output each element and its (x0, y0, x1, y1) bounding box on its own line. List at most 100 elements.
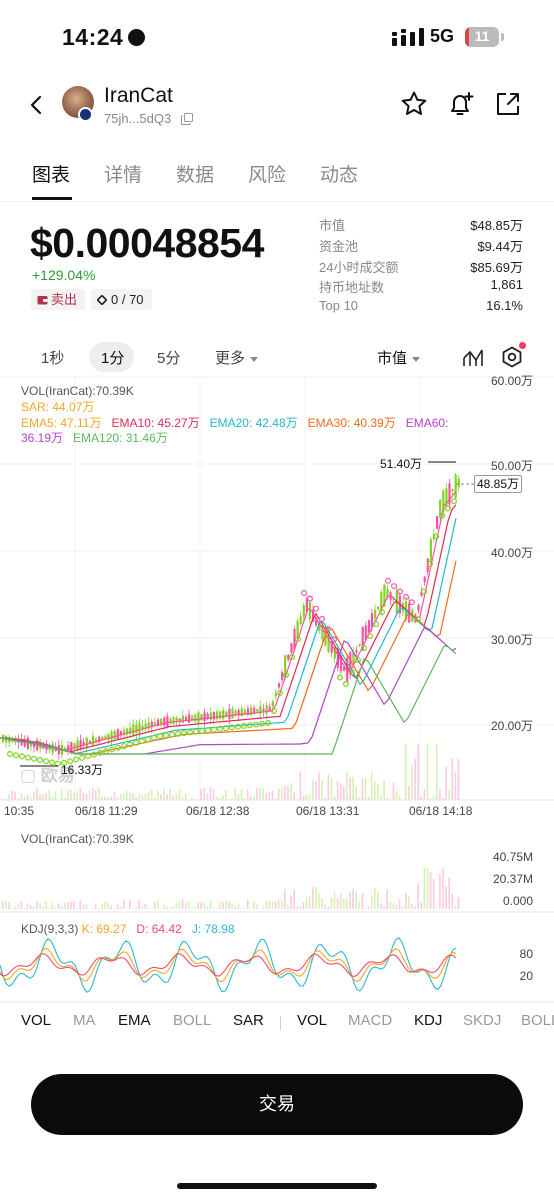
share-icon[interactable] (494, 90, 522, 118)
interval-5m[interactable]: 5分 (157, 350, 181, 367)
vol-tick-mid: 20.37M (492, 872, 533, 886)
indicator-boll[interactable]: BOLL (173, 1012, 212, 1029)
main-volume-bar (172, 795, 175, 800)
indicator-chart-icon[interactable] (462, 348, 484, 368)
x-tick-4: 06/18 14:18 (409, 804, 473, 818)
star-icon[interactable] (400, 90, 428, 118)
main-volume-bar (436, 744, 438, 800)
main-volume-bar (405, 743, 407, 800)
settings-icon[interactable] (500, 345, 524, 369)
price-change: +129.04% (32, 267, 96, 283)
volume-bar (395, 904, 398, 909)
main-volume-bar (296, 799, 299, 800)
indicator-sar[interactable]: SAR (233, 1012, 264, 1029)
trade-button[interactable]: 交易 (31, 1074, 523, 1135)
main-volume-bar (79, 788, 82, 800)
back-icon[interactable] (26, 94, 48, 116)
sub-indicator-skdj[interactable]: SKDJ (463, 1012, 502, 1029)
tab-risk[interactable]: 风险 (248, 165, 287, 186)
sub-indicator-boll[interactable]: BOLL (521, 1012, 554, 1029)
volume-bar (296, 905, 299, 909)
sar-dot (96, 749, 103, 756)
main-volume-bar (98, 788, 100, 800)
main-volume-bar (91, 787, 94, 800)
volume-bar (2, 901, 4, 909)
sub-indicator-macd[interactable]: MACD (348, 1012, 393, 1029)
volume-bar (324, 904, 326, 909)
volume-bar (315, 886, 317, 909)
volume-bar (355, 891, 357, 909)
interval-1s[interactable]: 1秒 (41, 350, 65, 367)
indicator-ema[interactable]: EMA (118, 1012, 151, 1029)
x-tick-1: 06/18 11:29 (75, 804, 138, 818)
volume-bar (426, 868, 429, 909)
tab-chart[interactable]: 图表 (32, 165, 71, 186)
holders-tag[interactable]: 0 / 70 (91, 289, 152, 310)
candle (339, 655, 343, 672)
main-volume-bar (284, 785, 286, 800)
sub-indicator-kdj[interactable]: KDJ (414, 1012, 443, 1029)
vol-tick-zero: 0.000 (502, 894, 533, 908)
main-volume-bar (281, 788, 283, 800)
volume-bar (358, 901, 361, 909)
tab-details[interactable]: 详情 (104, 165, 143, 186)
tab-activity[interactable]: 动态 (320, 165, 359, 186)
candle (324, 628, 327, 646)
sar-dot (397, 588, 404, 595)
stat-value-market-cap: $48.85万 (470, 218, 523, 233)
stat-value-liquidity: $9.44万 (477, 239, 523, 254)
main-volume-bar (141, 794, 144, 800)
candle (119, 730, 122, 736)
watermark-text: 欧易 (40, 766, 75, 785)
chart-area[interactable]: VOL(IranCat):70.39K SAR: 44.07万 EMA5: 47… (0, 374, 554, 1006)
volume-bar (194, 907, 196, 909)
chevron-down-icon (250, 356, 259, 362)
main-volume-bar (315, 781, 317, 800)
copy-icon[interactable] (181, 113, 193, 125)
tab-data[interactable]: 数据 (176, 165, 215, 186)
sar-dot (283, 672, 290, 679)
main-volume-bar (240, 788, 243, 800)
indicator-vol[interactable]: VOL (21, 1012, 52, 1029)
bell-plus-icon[interactable] (447, 90, 475, 118)
candlestick-chart[interactable] (0, 376, 554, 1006)
candle (70, 741, 73, 753)
candle (343, 666, 346, 671)
sar-dot (151, 734, 158, 741)
main-volume-bar (107, 796, 109, 800)
kdj-label: KDJ(9,3,3) (21, 922, 79, 936)
token-header: IranCat 75jh...5dQ3 (0, 80, 554, 132)
volume-bar (54, 907, 57, 909)
sar-dot (307, 595, 314, 602)
volume-bar (305, 897, 308, 909)
main-volume-bar (88, 790, 91, 800)
metric-dropdown[interactable]: 市值 (377, 347, 421, 368)
sar-dot (36, 757, 43, 764)
volume-bar (277, 899, 280, 909)
volume-bar (361, 892, 364, 909)
indicator-ma[interactable]: MA (73, 1012, 96, 1029)
main-volume-bar (374, 781, 376, 800)
main-volume-bar (234, 788, 237, 800)
sell-tag[interactable]: 卖出 (31, 289, 86, 310)
recording-dot-icon (128, 29, 145, 46)
candle (88, 740, 91, 744)
sar-dot (271, 708, 278, 715)
sub-indicator-vol[interactable]: VOL (297, 1012, 328, 1029)
main-volume-bar (153, 798, 156, 800)
interval-1m[interactable]: 1分 (101, 350, 125, 367)
candle (327, 632, 330, 653)
main-volume-bar (169, 788, 171, 800)
candle (287, 654, 290, 660)
current-value-box: 48.85万 (474, 475, 522, 493)
main-volume-bar (29, 797, 32, 800)
volume-bar (318, 893, 320, 909)
interval-more-dropdown[interactable]: 更多 (215, 347, 259, 368)
candle (150, 721, 153, 728)
volume-bar (302, 901, 305, 909)
main-volume-bar (132, 793, 134, 800)
candle (141, 725, 144, 729)
candle (420, 591, 423, 596)
main-volume-bar (181, 797, 184, 800)
token-address[interactable]: 75jh...5dQ3 (104, 111, 172, 126)
